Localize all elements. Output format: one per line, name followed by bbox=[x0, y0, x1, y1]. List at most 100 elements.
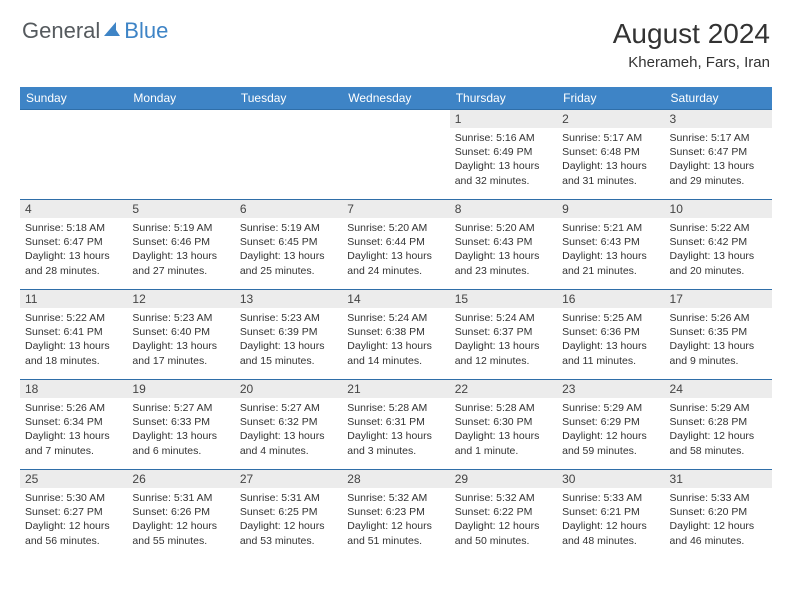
calendar-day-cell: 22Sunrise: 5:28 AMSunset: 6:30 PMDayligh… bbox=[450, 380, 557, 470]
calendar-day-cell bbox=[342, 110, 449, 200]
calendar-day-cell bbox=[235, 110, 342, 200]
day-number: 29 bbox=[450, 470, 557, 488]
day-info: Sunrise: 5:28 AMSunset: 6:30 PMDaylight:… bbox=[450, 398, 557, 463]
day-number: 12 bbox=[127, 290, 234, 308]
logo-text-blue: Blue bbox=[124, 18, 168, 44]
calendar-week-row: 25Sunrise: 5:30 AMSunset: 6:27 PMDayligh… bbox=[20, 470, 772, 560]
month-title: August 2024 bbox=[613, 18, 770, 50]
day-info: Sunrise: 5:22 AMSunset: 6:41 PMDaylight:… bbox=[20, 308, 127, 373]
calendar-day-cell: 2Sunrise: 5:17 AMSunset: 6:48 PMDaylight… bbox=[557, 110, 664, 200]
day-info: Sunrise: 5:16 AMSunset: 6:49 PMDaylight:… bbox=[450, 128, 557, 193]
calendar-day-cell: 12Sunrise: 5:23 AMSunset: 6:40 PMDayligh… bbox=[127, 290, 234, 380]
calendar-week-row: 1Sunrise: 5:16 AMSunset: 6:49 PMDaylight… bbox=[20, 110, 772, 200]
calendar-day-cell: 31Sunrise: 5:33 AMSunset: 6:20 PMDayligh… bbox=[665, 470, 772, 560]
title-block: August 2024 Kherameh, Fars, Iran bbox=[613, 18, 770, 71]
day-number: 19 bbox=[127, 380, 234, 398]
day-info: Sunrise: 5:17 AMSunset: 6:47 PMDaylight:… bbox=[665, 128, 772, 193]
day-number: 27 bbox=[235, 470, 342, 488]
location-label: Kherameh, Fars, Iran bbox=[613, 54, 770, 71]
calendar-day-cell: 25Sunrise: 5:30 AMSunset: 6:27 PMDayligh… bbox=[20, 470, 127, 560]
day-number: 30 bbox=[557, 470, 664, 488]
calendar-day-cell: 15Sunrise: 5:24 AMSunset: 6:37 PMDayligh… bbox=[450, 290, 557, 380]
day-info: Sunrise: 5:25 AMSunset: 6:36 PMDaylight:… bbox=[557, 308, 664, 373]
day-info: Sunrise: 5:23 AMSunset: 6:39 PMDaylight:… bbox=[235, 308, 342, 373]
day-number: 22 bbox=[450, 380, 557, 398]
calendar-week-row: 18Sunrise: 5:26 AMSunset: 6:34 PMDayligh… bbox=[20, 380, 772, 470]
day-info: Sunrise: 5:19 AMSunset: 6:45 PMDaylight:… bbox=[235, 218, 342, 283]
calendar-day-cell: 11Sunrise: 5:22 AMSunset: 6:41 PMDayligh… bbox=[20, 290, 127, 380]
day-number: 5 bbox=[127, 200, 234, 218]
day-info: Sunrise: 5:24 AMSunset: 6:38 PMDaylight:… bbox=[342, 308, 449, 373]
calendar-day-cell: 20Sunrise: 5:27 AMSunset: 6:32 PMDayligh… bbox=[235, 380, 342, 470]
day-info: Sunrise: 5:31 AMSunset: 6:26 PMDaylight:… bbox=[127, 488, 234, 553]
calendar-day-cell: 27Sunrise: 5:31 AMSunset: 6:25 PMDayligh… bbox=[235, 470, 342, 560]
day-info: Sunrise: 5:17 AMSunset: 6:48 PMDaylight:… bbox=[557, 128, 664, 193]
calendar-day-cell bbox=[20, 110, 127, 200]
day-number: 21 bbox=[342, 380, 449, 398]
calendar-day-cell bbox=[127, 110, 234, 200]
calendar-day-cell: 4Sunrise: 5:18 AMSunset: 6:47 PMDaylight… bbox=[20, 200, 127, 290]
day-info: Sunrise: 5:24 AMSunset: 6:37 PMDaylight:… bbox=[450, 308, 557, 373]
day-number: 24 bbox=[665, 380, 772, 398]
day-info: Sunrise: 5:28 AMSunset: 6:31 PMDaylight:… bbox=[342, 398, 449, 463]
day-number: 16 bbox=[557, 290, 664, 308]
calendar-day-cell: 26Sunrise: 5:31 AMSunset: 6:26 PMDayligh… bbox=[127, 470, 234, 560]
page-header: General Blue August 2024 Kherameh, Fars,… bbox=[0, 0, 792, 79]
day-number: 10 bbox=[665, 200, 772, 218]
calendar-day-cell: 24Sunrise: 5:29 AMSunset: 6:28 PMDayligh… bbox=[665, 380, 772, 470]
day-info: Sunrise: 5:23 AMSunset: 6:40 PMDaylight:… bbox=[127, 308, 234, 373]
day-number: 3 bbox=[665, 110, 772, 128]
day-info: Sunrise: 5:19 AMSunset: 6:46 PMDaylight:… bbox=[127, 218, 234, 283]
calendar-day-cell: 10Sunrise: 5:22 AMSunset: 6:42 PMDayligh… bbox=[665, 200, 772, 290]
calendar-day-cell: 29Sunrise: 5:32 AMSunset: 6:22 PMDayligh… bbox=[450, 470, 557, 560]
logo: General Blue bbox=[22, 18, 168, 44]
day-info: Sunrise: 5:27 AMSunset: 6:33 PMDaylight:… bbox=[127, 398, 234, 463]
calendar-day-cell: 17Sunrise: 5:26 AMSunset: 6:35 PMDayligh… bbox=[665, 290, 772, 380]
calendar-week-row: 4Sunrise: 5:18 AMSunset: 6:47 PMDaylight… bbox=[20, 200, 772, 290]
calendar-day-cell: 23Sunrise: 5:29 AMSunset: 6:29 PMDayligh… bbox=[557, 380, 664, 470]
day-number: 17 bbox=[665, 290, 772, 308]
calendar-day-cell: 14Sunrise: 5:24 AMSunset: 6:38 PMDayligh… bbox=[342, 290, 449, 380]
day-info: Sunrise: 5:32 AMSunset: 6:23 PMDaylight:… bbox=[342, 488, 449, 553]
calendar-day-cell: 21Sunrise: 5:28 AMSunset: 6:31 PMDayligh… bbox=[342, 380, 449, 470]
day-header: Friday bbox=[557, 87, 664, 110]
calendar-day-cell: 19Sunrise: 5:27 AMSunset: 6:33 PMDayligh… bbox=[127, 380, 234, 470]
calendar-day-cell: 6Sunrise: 5:19 AMSunset: 6:45 PMDaylight… bbox=[235, 200, 342, 290]
day-info: Sunrise: 5:29 AMSunset: 6:28 PMDaylight:… bbox=[665, 398, 772, 463]
day-info: Sunrise: 5:29 AMSunset: 6:29 PMDaylight:… bbox=[557, 398, 664, 463]
day-number: 8 bbox=[450, 200, 557, 218]
day-header: Monday bbox=[127, 87, 234, 110]
day-number: 26 bbox=[127, 470, 234, 488]
day-info: Sunrise: 5:20 AMSunset: 6:43 PMDaylight:… bbox=[450, 218, 557, 283]
day-info: Sunrise: 5:27 AMSunset: 6:32 PMDaylight:… bbox=[235, 398, 342, 463]
day-number: 23 bbox=[557, 380, 664, 398]
day-number: 9 bbox=[557, 200, 664, 218]
day-number: 4 bbox=[20, 200, 127, 218]
day-number: 13 bbox=[235, 290, 342, 308]
day-number: 1 bbox=[450, 110, 557, 128]
day-number: 7 bbox=[342, 200, 449, 218]
calendar-day-cell: 28Sunrise: 5:32 AMSunset: 6:23 PMDayligh… bbox=[342, 470, 449, 560]
day-header: Sunday bbox=[20, 87, 127, 110]
calendar-day-cell: 8Sunrise: 5:20 AMSunset: 6:43 PMDaylight… bbox=[450, 200, 557, 290]
day-header-row: SundayMondayTuesdayWednesdayThursdayFrid… bbox=[20, 87, 772, 110]
calendar-day-cell: 16Sunrise: 5:25 AMSunset: 6:36 PMDayligh… bbox=[557, 290, 664, 380]
calendar-day-cell: 13Sunrise: 5:23 AMSunset: 6:39 PMDayligh… bbox=[235, 290, 342, 380]
day-header: Saturday bbox=[665, 87, 772, 110]
calendar-day-cell: 9Sunrise: 5:21 AMSunset: 6:43 PMDaylight… bbox=[557, 200, 664, 290]
calendar-day-cell: 1Sunrise: 5:16 AMSunset: 6:49 PMDaylight… bbox=[450, 110, 557, 200]
day-info: Sunrise: 5:32 AMSunset: 6:22 PMDaylight:… bbox=[450, 488, 557, 553]
day-info: Sunrise: 5:26 AMSunset: 6:34 PMDaylight:… bbox=[20, 398, 127, 463]
day-info: Sunrise: 5:33 AMSunset: 6:20 PMDaylight:… bbox=[665, 488, 772, 553]
day-number: 25 bbox=[20, 470, 127, 488]
day-number: 28 bbox=[342, 470, 449, 488]
day-info: Sunrise: 5:22 AMSunset: 6:42 PMDaylight:… bbox=[665, 218, 772, 283]
calendar-day-cell: 5Sunrise: 5:19 AMSunset: 6:46 PMDaylight… bbox=[127, 200, 234, 290]
day-number: 6 bbox=[235, 200, 342, 218]
day-number: 15 bbox=[450, 290, 557, 308]
day-info: Sunrise: 5:21 AMSunset: 6:43 PMDaylight:… bbox=[557, 218, 664, 283]
day-info: Sunrise: 5:33 AMSunset: 6:21 PMDaylight:… bbox=[557, 488, 664, 553]
logo-text-general: General bbox=[22, 18, 100, 44]
sail-icon bbox=[102, 18, 122, 44]
day-number: 14 bbox=[342, 290, 449, 308]
